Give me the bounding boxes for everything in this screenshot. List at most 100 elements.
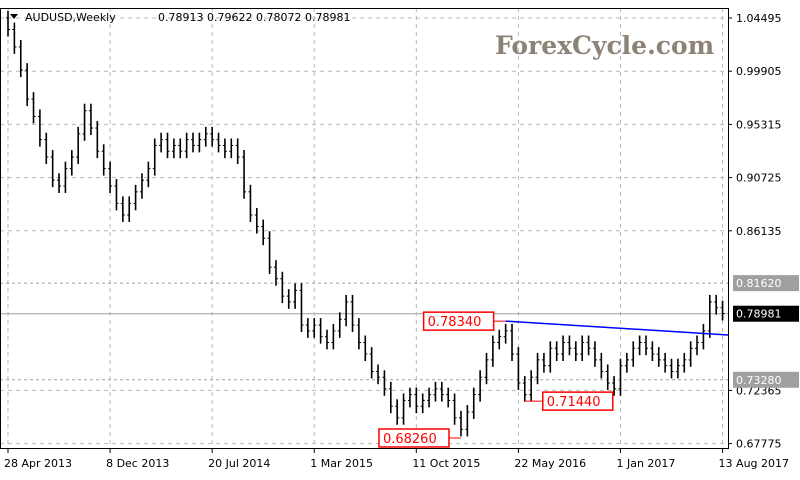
ohlc-bar — [433, 381, 438, 402]
ohlc-bar — [376, 364, 381, 385]
y-tick-label: 0.99905 — [736, 65, 782, 78]
ohlc-bar — [682, 352, 687, 373]
ohlc-bar — [644, 335, 648, 356]
ohlc-bar — [695, 335, 700, 356]
ohlc-bar — [261, 219, 266, 246]
ohlc-bar — [203, 126, 208, 147]
ohlc-bar — [37, 109, 42, 147]
x-tick-label: 13 Aug 2017 — [719, 457, 789, 470]
ohlc-bar — [152, 138, 157, 176]
y-tick-label: 1.04495 — [736, 12, 782, 25]
ohlc-bar — [50, 150, 55, 188]
ohlc-bar — [605, 364, 610, 390]
x-tick-label: 11 Oct 2015 — [412, 457, 480, 470]
ohlc-bar — [197, 132, 202, 153]
annotation-box — [378, 428, 450, 448]
ohlc-bar — [133, 184, 138, 211]
bars — [6, 10, 725, 437]
ohlc-bar — [446, 387, 451, 408]
ohlc-bar — [439, 381, 444, 402]
current-price-label: 0.78981 — [736, 308, 782, 321]
ohlc-bar — [216, 132, 221, 153]
ohlc-bar — [369, 347, 374, 379]
x-tick-label: 22 May 2016 — [514, 457, 586, 470]
ohlc-bar — [503, 323, 508, 344]
ohlc-bar — [561, 335, 566, 362]
ohlc-bar — [580, 335, 585, 362]
x-tick-label: 8 Dec 2013 — [106, 457, 169, 470]
ohlc-bar — [31, 92, 36, 124]
ohlc-bar — [388, 381, 393, 414]
ohlc-bar — [663, 352, 668, 373]
ohlc-values: 0.78913 0.79622 0.78072 0.78981 — [158, 11, 350, 24]
ohlc-bar — [624, 352, 629, 373]
ohlc-bar — [382, 370, 387, 396]
ohlc-bar — [280, 271, 285, 304]
x-tick-label: 20 Jul 2014 — [208, 457, 270, 470]
ohlc-bar — [63, 161, 68, 193]
ohlc-bar — [191, 132, 196, 153]
ohlc-bar — [12, 22, 17, 54]
ohlc-bar — [273, 260, 278, 286]
ohlc-bar — [248, 184, 253, 222]
ohlc-bar — [114, 179, 119, 211]
ohlc-bar — [490, 335, 495, 367]
annotation-label: 0.78340 — [428, 315, 482, 330]
ohlc-bar — [184, 132, 189, 159]
ohlc-bar — [618, 358, 623, 396]
ohlc-bar — [242, 150, 247, 199]
ohlc-bar — [76, 126, 81, 164]
ohlc-bar — [356, 318, 361, 350]
ohlc-bar — [458, 410, 463, 437]
ohlc-bar — [178, 138, 183, 159]
ohlc-bar — [286, 289, 291, 309]
ohlc-bar — [414, 387, 419, 414]
symbol-title: AUDUSD,Weekly — [25, 11, 116, 24]
ohlc-bar — [484, 352, 489, 385]
ohlc-bar — [88, 103, 93, 136]
level-label: 0.73280 — [736, 374, 782, 387]
ohlc-bar — [395, 399, 400, 425]
level-label: 0.81620 — [736, 277, 782, 290]
ohlc-bar — [95, 121, 100, 159]
ohlc-bar — [6, 10, 10, 37]
ohlc-bar — [331, 323, 336, 350]
y-tick-label: 0.86135 — [736, 225, 782, 238]
ohlc-bar — [592, 341, 597, 367]
ohlc-bar — [120, 196, 125, 222]
trendline — [505, 320, 729, 336]
ohlc-bar — [25, 63, 30, 107]
ohlc-bar — [567, 335, 572, 356]
x-tick-label: 28 Apr 2013 — [4, 457, 72, 470]
ohlc-bar — [554, 341, 559, 362]
ohlc-bar — [478, 370, 483, 402]
triangle-down-icon[interactable] — [10, 14, 18, 19]
ohlc-bar — [586, 335, 591, 356]
ohlc-bar — [44, 132, 49, 164]
ohlc-bar — [165, 132, 170, 159]
ohlc-bar — [344, 294, 349, 327]
ohlc-bar — [427, 387, 432, 408]
ohlc-bar — [82, 103, 87, 141]
ohlc-bar — [548, 341, 553, 373]
ohlc-bar — [714, 294, 719, 315]
ohlc-bar — [159, 132, 164, 153]
ohlc-bar — [701, 323, 706, 350]
ohlc-bar — [599, 352, 604, 379]
ohlc-bar — [497, 329, 502, 350]
y-tick-label: 0.90725 — [736, 172, 782, 185]
ohlc-bar — [171, 138, 176, 159]
grid — [0, 8, 728, 448]
ohlc-bar — [146, 161, 151, 188]
ohlc-bar — [631, 341, 636, 367]
ohlc-bar — [535, 352, 540, 385]
ohlc-bar — [452, 393, 457, 425]
ohlc-bar — [669, 358, 674, 379]
ohlc-bar — [522, 376, 527, 402]
ohlc-bar — [18, 39, 23, 78]
ohlc-bar — [254, 208, 259, 234]
ohlc-bar — [707, 294, 712, 338]
ohlc-bar — [229, 138, 234, 159]
